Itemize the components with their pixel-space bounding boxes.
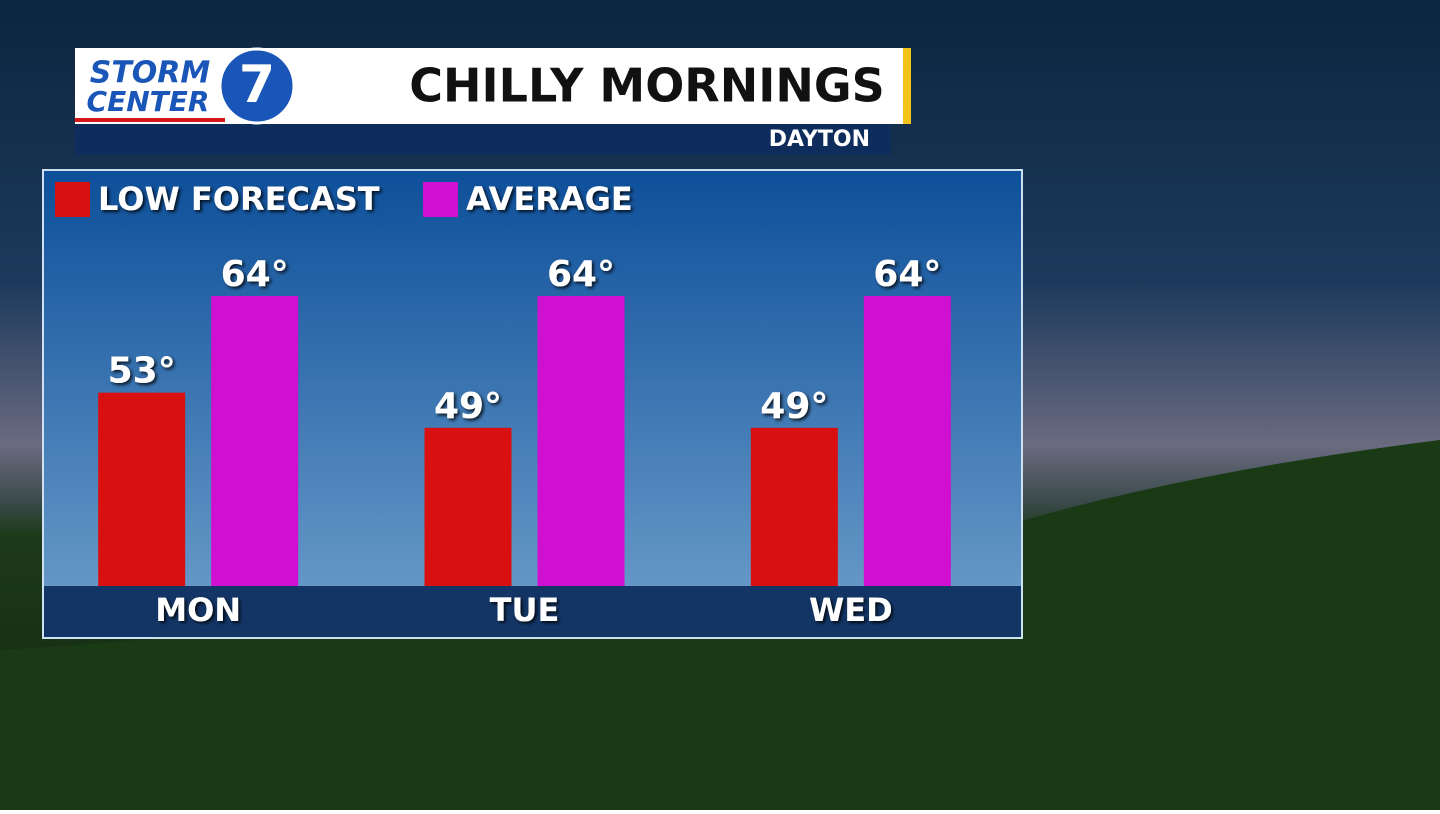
subtitle-bar <box>75 124 890 155</box>
bar <box>863 296 951 586</box>
chart-title: CHILLY MORNINGS <box>409 59 884 113</box>
logo-circle <box>218 47 296 125</box>
chart-panel <box>42 169 1023 639</box>
value-label: 49° <box>434 386 502 427</box>
logo-number: 7 <box>239 55 275 115</box>
legend-label: AVERAGE <box>466 180 633 218</box>
header-bar <box>75 48 905 124</box>
legend-label: LOW FORECAST <box>98 180 380 218</box>
value-label: 64° <box>873 254 941 295</box>
chart-subtitle: DAYTON <box>769 127 870 152</box>
x-tick-label: WED <box>809 591 893 629</box>
bar <box>98 392 186 586</box>
x-tick-label: TUE <box>490 591 560 629</box>
legend-swatch <box>55 182 90 217</box>
logo-stripe <box>75 118 225 122</box>
x-tick-label: MON <box>155 591 241 629</box>
bar <box>424 427 512 586</box>
logo-text: CENTER <box>87 85 210 118</box>
value-label: 53° <box>108 351 176 392</box>
category-band <box>44 586 1021 637</box>
logo-text: STORM <box>90 56 211 91</box>
header-accent <box>903 48 911 124</box>
legend-swatch <box>423 182 458 217</box>
bar <box>211 296 299 586</box>
bar <box>750 427 838 586</box>
value-label: 64° <box>221 254 289 295</box>
value-label: 49° <box>760 386 828 427</box>
bar <box>537 296 625 586</box>
value-label: 64° <box>547 254 615 295</box>
